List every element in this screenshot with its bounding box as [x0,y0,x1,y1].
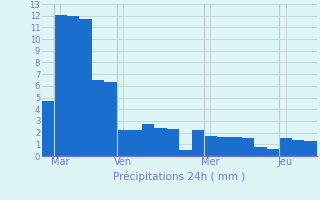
Bar [79,19,92,156]
Bar [192,130,204,156]
Bar [104,82,117,156]
Bar [292,140,304,156]
Bar [217,137,229,156]
Bar [179,150,192,156]
Bar [204,136,217,156]
Bar [304,141,317,156]
Bar [242,138,254,156]
Bar [154,128,167,156]
Bar [167,129,179,156]
X-axis label: Précipitations 24h ( mm ): Précipitations 24h ( mm ) [113,172,245,182]
Bar [54,15,67,156]
Bar [142,124,154,156]
Bar [229,137,242,156]
Bar [279,138,292,156]
Bar [92,80,104,156]
Bar [117,130,129,156]
Bar [129,130,142,156]
Bar [254,147,267,156]
Bar [67,16,79,156]
Bar [267,149,279,156]
Bar [42,101,54,156]
